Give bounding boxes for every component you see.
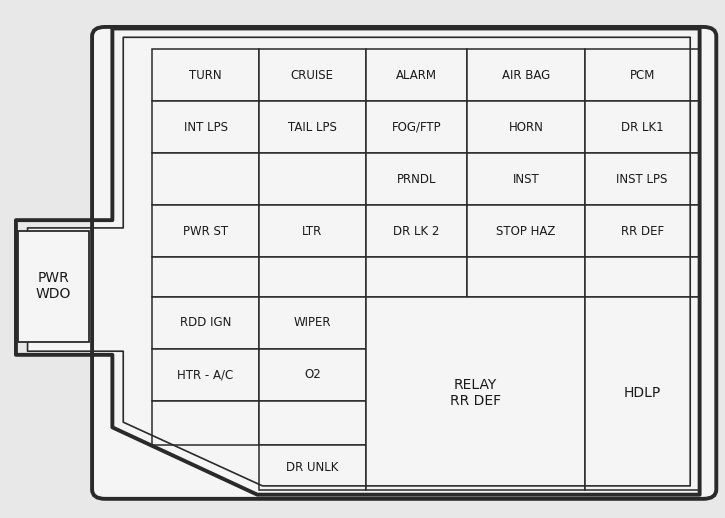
Bar	[152, 257, 259, 297]
Bar	[259, 445, 365, 490]
Bar	[467, 205, 584, 257]
Text: PWR ST: PWR ST	[183, 225, 228, 238]
Text: WIPER: WIPER	[294, 316, 331, 329]
Polygon shape	[28, 37, 690, 486]
Text: TURN: TURN	[189, 69, 222, 82]
FancyBboxPatch shape	[92, 27, 716, 499]
Bar	[259, 153, 365, 205]
Bar	[365, 49, 467, 101]
Bar	[467, 49, 584, 101]
Bar	[259, 297, 365, 349]
Text: O2: O2	[304, 368, 320, 381]
Bar	[365, 205, 467, 257]
Text: HTR - A/C: HTR - A/C	[178, 368, 233, 381]
Bar	[18, 231, 89, 342]
Bar	[584, 101, 700, 153]
Bar	[152, 101, 259, 153]
Bar	[152, 153, 259, 205]
Text: PCM: PCM	[629, 69, 655, 82]
Bar	[584, 297, 700, 490]
Bar	[584, 49, 700, 101]
Text: TAIL LPS: TAIL LPS	[288, 121, 337, 134]
Bar	[259, 49, 365, 101]
Bar	[259, 400, 365, 445]
Text: INT LPS: INT LPS	[183, 121, 228, 134]
Bar	[365, 101, 467, 153]
Bar	[365, 297, 584, 490]
Text: AIR BAG: AIR BAG	[502, 69, 550, 82]
Bar	[584, 205, 700, 257]
Bar	[584, 257, 700, 297]
Bar	[365, 153, 467, 205]
Bar	[259, 205, 365, 257]
Bar	[467, 153, 584, 205]
Bar	[467, 257, 584, 297]
Text: INST LPS: INST LPS	[616, 172, 668, 185]
Text: CRUISE: CRUISE	[291, 69, 334, 82]
Text: RELAY
RR DEF: RELAY RR DEF	[450, 378, 501, 408]
Bar	[152, 400, 259, 445]
Bar	[152, 49, 259, 101]
Text: ALARM: ALARM	[396, 69, 437, 82]
Text: STOP HAZ: STOP HAZ	[496, 225, 555, 238]
Text: PWR
WDO: PWR WDO	[36, 271, 71, 301]
Bar	[259, 101, 365, 153]
Text: PRNDL: PRNDL	[397, 172, 436, 185]
Text: HORN: HORN	[508, 121, 543, 134]
Bar	[259, 257, 365, 297]
Bar	[152, 349, 259, 400]
Bar	[584, 153, 700, 205]
Text: HDLP: HDLP	[624, 386, 660, 400]
Text: RDD IGN: RDD IGN	[180, 316, 231, 329]
Text: DR LK 2: DR LK 2	[393, 225, 439, 238]
Text: RR DEF: RR DEF	[621, 225, 663, 238]
Text: LTR: LTR	[302, 225, 323, 238]
Text: DR LK1: DR LK1	[621, 121, 663, 134]
Bar	[365, 257, 467, 297]
Text: DR UNLK: DR UNLK	[286, 461, 339, 474]
Bar	[259, 349, 365, 400]
Text: INST: INST	[513, 172, 539, 185]
Text: FOG/FTP: FOG/FTP	[392, 121, 442, 134]
Bar	[152, 297, 259, 349]
Bar	[467, 101, 584, 153]
Bar	[152, 205, 259, 257]
